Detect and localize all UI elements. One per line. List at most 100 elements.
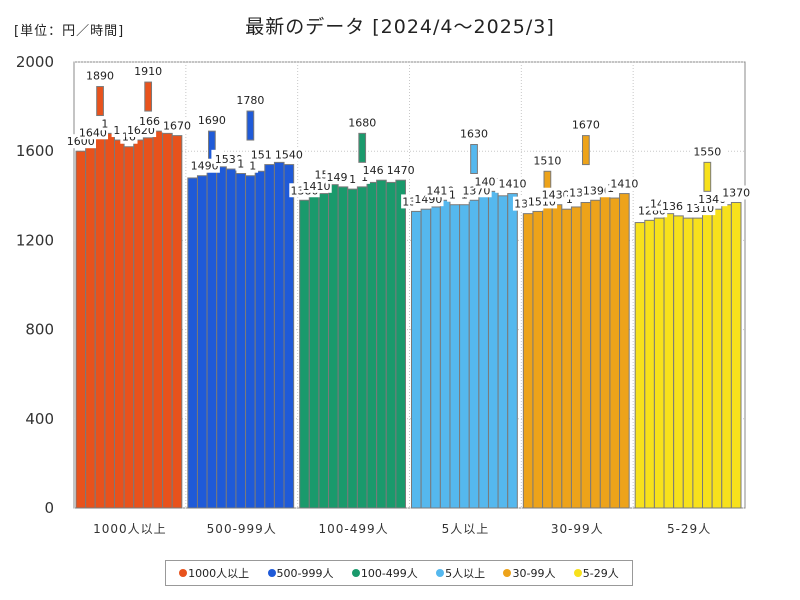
bar: [264, 164, 275, 509]
bar: [245, 175, 256, 509]
legend-swatch: [503, 569, 512, 577]
legend-item: 5人以上: [436, 565, 485, 581]
bar-value-label: 1410: [610, 178, 638, 191]
bar: [532, 210, 544, 509]
legend-item: 100-499人: [351, 565, 418, 581]
bar: [171, 135, 183, 509]
peak-label-bg: [235, 92, 270, 108]
category-label: 500-999人: [207, 522, 277, 536]
legend-label: 5-29人: [582, 567, 619, 580]
category-label: 5人以上: [442, 522, 490, 536]
legend-label: 5人以上: [445, 567, 486, 580]
bar-value-label: 1: [361, 171, 368, 184]
value-label-bg: [347, 172, 358, 187]
bar: [634, 222, 646, 509]
bar: [644, 219, 655, 509]
bar: [113, 139, 125, 509]
bar: [673, 215, 684, 509]
bar: [347, 188, 358, 509]
peak-bar: [470, 144, 478, 174]
peak-value-label: 1670: [572, 119, 600, 132]
bar: [142, 137, 154, 509]
legend: 1000人以上 500-999人 100-499人 5人以上 30-99人 5-29人: [165, 560, 633, 586]
value-label-bg: [247, 158, 259, 173]
value-label-bg: [161, 118, 193, 133]
value-label-bg: [540, 187, 571, 202]
peak-bar: [703, 161, 712, 192]
legend-label: 100-499人: [360, 567, 418, 580]
bar: [133, 139, 144, 509]
value-label-bg: [273, 147, 305, 162]
y-tick-label: 0: [44, 499, 54, 517]
bar: [299, 199, 310, 509]
bar: [692, 217, 704, 509]
bar-value-label: 1: [349, 173, 356, 186]
peak-label-bg: [532, 152, 567, 168]
peak-label-bg: [691, 143, 726, 159]
bar-value-label: 1470: [387, 164, 415, 177]
value-label-bg: [111, 123, 123, 138]
bar: [702, 213, 713, 509]
bar: [609, 197, 621, 509]
bar: [254, 170, 266, 509]
bar-value-label: 1390: [583, 184, 611, 197]
category-label: 100-499人: [319, 522, 389, 536]
legend-label: 30-99人: [512, 567, 556, 580]
value-label-bg: [497, 176, 528, 191]
bar-value-label: 1: [566, 193, 573, 206]
peak-bar: [96, 86, 104, 117]
bar: [619, 193, 630, 509]
axis-layer: 0 400 800 1200 1600 2000 1000人以上 500-999人 100-49…: [16, 53, 711, 536]
bar: [711, 208, 723, 509]
y-tick-label: 400: [25, 410, 54, 428]
bar-layer: [75, 81, 742, 509]
bar: [721, 204, 732, 509]
label-layer: 1890191016001640111616201660116701690178…: [65, 63, 752, 220]
grid-layer: [73, 61, 746, 509]
bar: [283, 164, 295, 509]
bar: [730, 201, 742, 509]
peak-value-label: 1510: [533, 154, 561, 167]
legend-swatch: [351, 569, 360, 577]
legend-label: 500-999人: [276, 567, 334, 580]
bar: [449, 204, 461, 509]
legend-swatch: [436, 569, 445, 577]
bar-value-label: 1540: [275, 149, 303, 162]
peak-value-label: 1690: [198, 114, 226, 127]
bar: [366, 181, 378, 509]
bar: [356, 186, 368, 509]
legend-item: 30-99人: [503, 565, 555, 581]
bar: [590, 199, 601, 509]
peak-label-bg: [196, 112, 231, 128]
bar: [570, 206, 582, 509]
bar: [162, 132, 173, 509]
bar: [468, 199, 480, 509]
bar: [94, 137, 106, 509]
peak-bar: [358, 132, 367, 163]
legend-item: 1000人以上: [179, 565, 249, 581]
legend-swatch: [267, 569, 276, 577]
category-label: 5-29人: [667, 522, 711, 536]
bar: [459, 204, 470, 509]
bar-value-label: 1: [449, 189, 456, 202]
bar: [507, 193, 518, 509]
peak-value-label: 1680: [348, 116, 376, 129]
bar: [580, 201, 592, 509]
bar: [328, 184, 339, 509]
bar: [487, 190, 499, 509]
bar: [225, 168, 237, 509]
value-label-bg: [235, 156, 247, 171]
category-label: 1000人以上: [93, 522, 167, 536]
bar: [663, 213, 675, 509]
legend-item: 5-29人: [573, 565, 619, 581]
bar-value-label: 1410: [499, 178, 527, 191]
bar: [235, 173, 247, 509]
bar: [395, 179, 406, 509]
value-label-bg: [447, 187, 458, 202]
bar: [542, 206, 553, 509]
bar: [75, 150, 87, 509]
bar: [187, 177, 198, 509]
category-label: 30-99人: [551, 522, 604, 536]
peak-label-bg: [346, 114, 381, 130]
